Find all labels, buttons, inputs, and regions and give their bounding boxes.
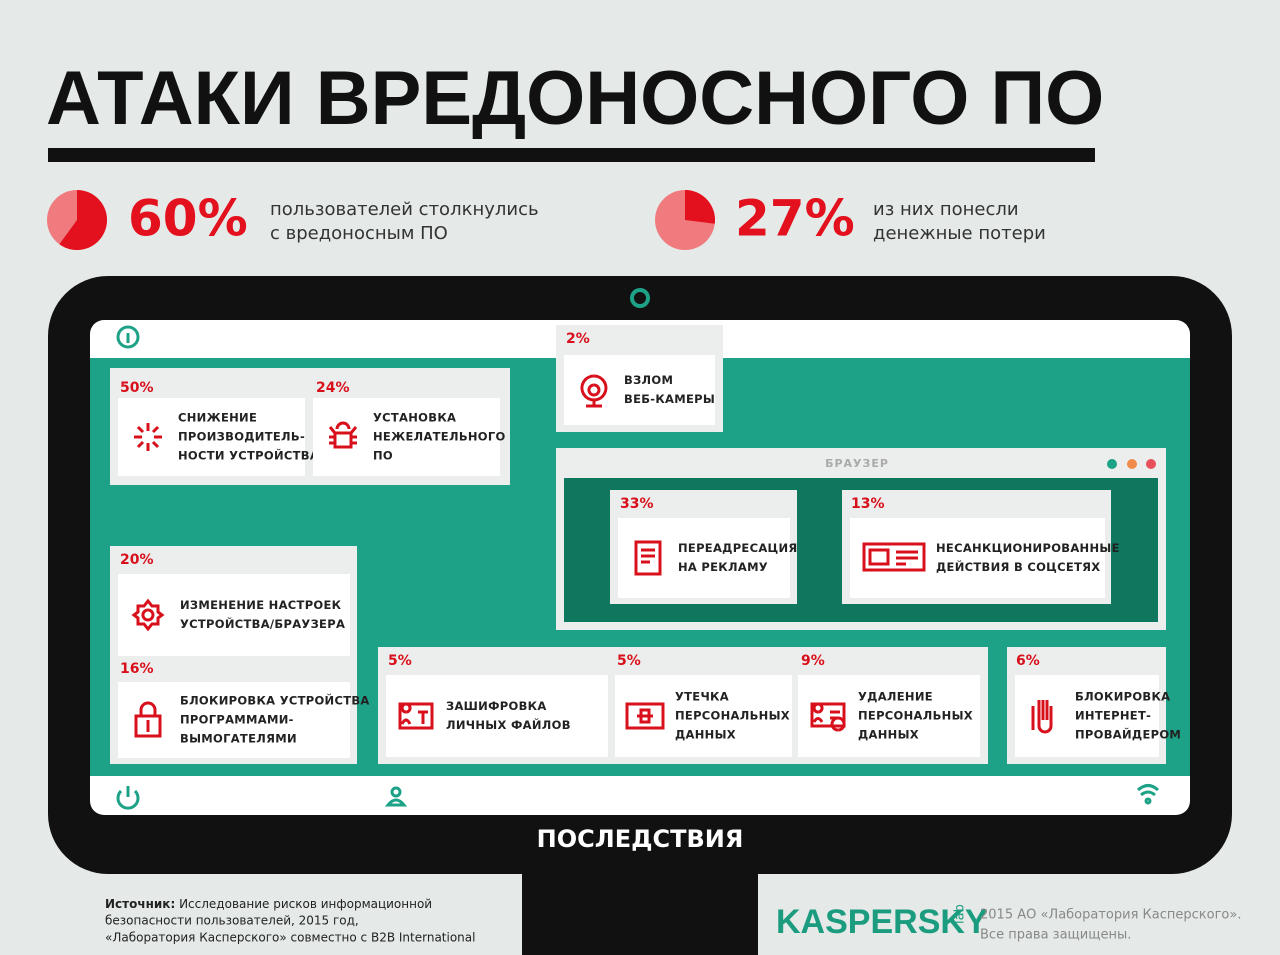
item-icon	[398, 702, 434, 730]
webcam	[630, 288, 650, 308]
item-card	[850, 518, 1105, 598]
item-percent: 50%	[120, 380, 154, 396]
item-text: БЛОКИРОВКА УСТРОЙСТВА	[180, 693, 370, 708]
stat-text: с вредоносным ПО	[270, 223, 448, 244]
item-text: ВЗЛОМ	[624, 373, 673, 387]
item-card	[564, 355, 715, 425]
item-text: ИЗМЕНЕНИЕ НАСТРОЕК	[180, 598, 342, 612]
browser-dot	[1107, 459, 1117, 469]
logo-sub: lab	[953, 904, 968, 924]
item-icon	[862, 542, 926, 572]
copyright: 2015 АО «Лаборатория Касперского».	[980, 908, 1241, 923]
item-percent: 20%	[120, 552, 154, 568]
item-text: ВЫМОГАТЕЛЯМИ	[180, 732, 297, 746]
item-text: ПРОВАЙДЕРОМ	[1075, 727, 1181, 742]
item-text: УТЕЧКА	[675, 690, 729, 704]
item-text: ДАННЫХ	[858, 728, 919, 742]
item-percent: 33%	[620, 496, 654, 512]
item-text: УДАЛЕНИЕ	[858, 690, 933, 704]
item-text: ПЕРСОНАЛЬНЫХ	[675, 709, 790, 723]
stat-value: 27%	[735, 190, 855, 248]
item-percent: 13%	[851, 496, 885, 512]
item-icon	[580, 374, 608, 408]
title-underline	[48, 148, 1095, 162]
item-text: НОСТИ УСТРОЙСТВА	[178, 448, 319, 463]
stat-value: 60%	[128, 190, 248, 248]
item-icon	[134, 701, 162, 738]
item-text: ДАННЫХ	[675, 728, 736, 742]
item-percent: 9%	[801, 653, 825, 669]
item-text: НА РЕКЛАМУ	[678, 560, 768, 574]
screen-icons	[116, 325, 1160, 810]
item-text: ПРОГРАММАМИ-	[180, 713, 294, 727]
copyright: Все права защищены.	[980, 928, 1131, 943]
item-icon	[810, 702, 846, 732]
stat-text: из них понесли	[873, 199, 1019, 220]
logo: KASPERSKY	[776, 903, 988, 941]
monitor-label: ПОСЛЕДСТВИЯ	[537, 825, 744, 853]
item-icon	[1031, 700, 1053, 734]
item-percent: 2%	[566, 331, 590, 347]
item-icon	[131, 598, 165, 632]
item-card	[798, 675, 980, 757]
title: АТАКИ ВРЕДОНОСНОГО ПО	[46, 56, 1104, 141]
item-text: ПО	[373, 449, 393, 463]
item-card	[618, 518, 790, 598]
pie-slice	[685, 189, 715, 224]
pie-slice	[59, 190, 107, 250]
source-line: Исследование рисков информационной	[179, 897, 432, 911]
item-percent: 5%	[388, 653, 412, 669]
item-card	[118, 398, 305, 476]
item-icon	[134, 423, 162, 451]
item-percent: 6%	[1016, 653, 1040, 669]
content: 60% пользователей столкнулись с вредоносны…	[47, 189, 1181, 764]
item-card	[313, 398, 500, 476]
item-text: ЗАШИФРОВКА	[446, 699, 547, 713]
item-percent: 24%	[316, 380, 350, 396]
item-card	[118, 682, 350, 758]
browser-label: БРАУЗЕР	[825, 457, 889, 470]
item-text: БЛОКИРОВКА	[1075, 690, 1170, 704]
item-text: ПЕРСОНАЛЬНЫХ	[858, 709, 973, 723]
stat-text: пользователей столкнулись	[270, 199, 539, 220]
item-text: ЛИЧНЫХ ФАЙЛОВ	[446, 717, 571, 732]
stat-text: денежные потери	[873, 223, 1046, 244]
source-line: «Лаборатория Касперского» совместно с B2…	[105, 931, 475, 945]
item-percent: 5%	[617, 653, 641, 669]
item-text: НЕЖЕЛАТЕЛЬНОГО	[373, 430, 506, 444]
item-text: НЕСАНКЦИОНИРОВАННЫЕ	[936, 541, 1120, 555]
item-card	[118, 574, 350, 656]
source-label: Источник:	[105, 897, 175, 911]
item-text: СНИЖЕНИЕ	[178, 411, 257, 425]
item-icon	[328, 421, 358, 449]
item-icon	[625, 702, 665, 730]
source-line: безопасности пользователей, 2015 год,	[105, 914, 359, 928]
item-text: УСТАНОВКА	[373, 411, 456, 425]
source-text: Источник: Исследование рисков информацио…	[105, 897, 432, 911]
item-text: УСТРОЙСТВА/БРАУЗЕРА	[180, 616, 345, 631]
item-text: ИНТЕРНЕТ-	[1075, 709, 1151, 723]
item-text: ДЕЙСТВИЯ В СОЦСЕТЯХ	[936, 559, 1100, 574]
item-icon	[634, 540, 662, 576]
item-text: ВЕБ-КАМЕРЫ	[624, 392, 715, 406]
item-percent: 16%	[120, 661, 154, 677]
monitor-stand	[522, 860, 758, 955]
browser-dot	[1146, 459, 1156, 469]
browser-dot	[1127, 459, 1137, 469]
item-card	[386, 675, 608, 757]
item-text: ПЕРЕАДРЕСАЦИЯ	[678, 541, 798, 555]
item-text: ПРОИЗВОДИТЕЛЬ-	[178, 430, 305, 444]
